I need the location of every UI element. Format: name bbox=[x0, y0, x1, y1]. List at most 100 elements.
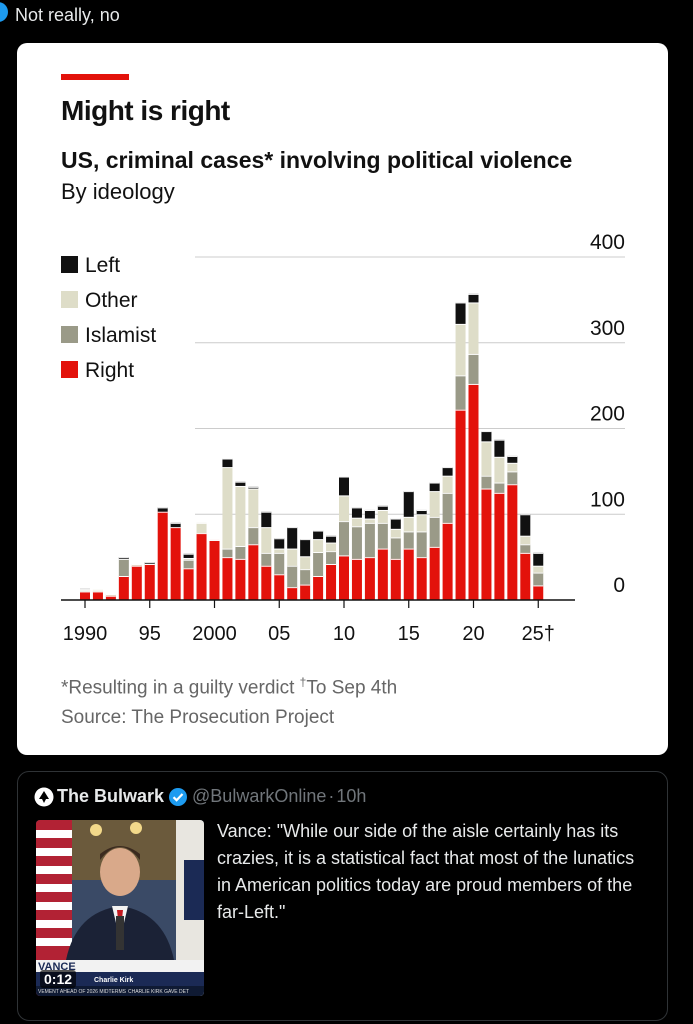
bar-left bbox=[364, 509, 375, 519]
bar-segment-edge bbox=[390, 518, 401, 520]
bar-segment-edge bbox=[261, 552, 272, 554]
bar-right bbox=[196, 533, 207, 600]
bar-segment-edge bbox=[144, 563, 155, 565]
bar-segment-edge bbox=[235, 485, 246, 487]
bar-right bbox=[429, 546, 440, 600]
bar-right bbox=[274, 574, 285, 600]
bar-other bbox=[403, 516, 414, 532]
bar-right bbox=[481, 488, 492, 600]
tweet-account-name[interactable]: The Bulwark bbox=[57, 786, 165, 806]
bar-other bbox=[481, 441, 492, 476]
bar-islamist bbox=[507, 471, 518, 485]
bar-segment-edge bbox=[209, 539, 220, 541]
bar-segment-edge bbox=[403, 491, 414, 493]
footnote-main: *Resulting in a guilty verdict bbox=[61, 677, 300, 699]
bar-segment-edge bbox=[442, 475, 453, 477]
bar-right bbox=[390, 558, 401, 600]
bar-segment-edge bbox=[390, 537, 401, 539]
bar-other bbox=[248, 488, 259, 528]
bar-segment-edge bbox=[313, 551, 324, 553]
bar-segment-edge bbox=[339, 555, 349, 557]
video-thumbnail[interactable]: VANCE Charlie Kirk VEMENT AHEAD OF 2026 … bbox=[36, 820, 204, 996]
bar-segment-edge bbox=[455, 375, 466, 377]
legend-swatch-left bbox=[61, 256, 78, 273]
bar-left bbox=[533, 552, 544, 566]
bar-islamist bbox=[377, 522, 388, 549]
x-tick-label: 2000 bbox=[192, 623, 237, 645]
bar-left bbox=[339, 476, 349, 496]
video-duration: 0:12 bbox=[40, 970, 77, 988]
article-image-card[interactable]: Might is right US, criminal cases* invol… bbox=[17, 43, 668, 755]
bar-segment-edge bbox=[468, 293, 479, 295]
brand-red-bar bbox=[61, 74, 129, 80]
bar-islamist bbox=[222, 548, 233, 558]
y-tick-label: 0 bbox=[613, 574, 625, 597]
bar-segment-edge bbox=[339, 521, 349, 523]
bar-other bbox=[326, 542, 337, 552]
bar-segment-edge bbox=[248, 488, 259, 490]
bar-right bbox=[339, 555, 349, 600]
bar-segment-edge bbox=[481, 441, 492, 443]
bar-segment-edge bbox=[507, 484, 518, 486]
bar-segment-edge bbox=[287, 587, 298, 589]
bar-segment-edge bbox=[429, 491, 440, 493]
bar-segment-edge bbox=[326, 551, 337, 553]
bar-right bbox=[533, 585, 544, 600]
bar-segment-edge bbox=[351, 507, 362, 509]
bar-islamist bbox=[118, 558, 129, 576]
bar-segment-edge bbox=[261, 511, 272, 513]
avatar[interactable] bbox=[0, 2, 8, 22]
x-tick-label: 05 bbox=[268, 623, 290, 645]
bar-right bbox=[131, 565, 142, 600]
x-tick-label: 25† bbox=[522, 623, 555, 645]
bar-segment-edge bbox=[533, 585, 544, 587]
bar-right bbox=[287, 587, 298, 600]
bar-segment-edge bbox=[118, 557, 129, 559]
tweet-timestamp[interactable]: 10h bbox=[336, 786, 367, 806]
chart-source: Source: The Prosecution Project bbox=[61, 707, 335, 728]
bar-left bbox=[390, 518, 401, 529]
tweet-header: The Bulwark @BulwarkOnline · 10h bbox=[34, 786, 366, 807]
bar-other bbox=[533, 565, 544, 573]
y-tick-label: 100 bbox=[590, 488, 625, 511]
bar-segment-edge bbox=[235, 481, 246, 483]
bar-segment-edge bbox=[403, 531, 414, 533]
bar-left bbox=[170, 522, 181, 528]
bar-segment-edge bbox=[105, 595, 116, 597]
bar-segment-edge bbox=[92, 591, 103, 593]
bar-left bbox=[183, 553, 194, 558]
bar-segment-edge bbox=[442, 467, 453, 469]
bar-segment-edge bbox=[468, 353, 479, 355]
legend-label-other: Other bbox=[85, 289, 138, 312]
bar-segment-edge bbox=[326, 542, 337, 544]
bar-segment-edge bbox=[183, 557, 194, 559]
legend-label-left: Left bbox=[85, 254, 120, 277]
bar-left bbox=[468, 293, 479, 303]
bar-right bbox=[105, 595, 116, 600]
quoted-tweet[interactable]: The Bulwark @BulwarkOnline · 10h bbox=[17, 771, 668, 1021]
bar-other bbox=[390, 528, 401, 538]
bar-islamist bbox=[494, 482, 505, 493]
bar-other bbox=[455, 323, 466, 376]
bar-right bbox=[248, 544, 259, 600]
bar-right bbox=[235, 558, 246, 600]
bar-segment-edge bbox=[313, 575, 324, 577]
tweet-handle[interactable]: @BulwarkOnline bbox=[192, 786, 327, 806]
bar-islamist bbox=[313, 551, 324, 576]
bar-other bbox=[416, 514, 427, 532]
bar-right bbox=[300, 584, 311, 600]
x-tick-label: 95 bbox=[139, 623, 161, 645]
bar-islamist bbox=[520, 544, 531, 553]
bar-segment-edge bbox=[455, 409, 466, 411]
bar-right bbox=[118, 575, 129, 600]
bar-right bbox=[157, 511, 168, 600]
bar-islamist bbox=[429, 516, 440, 547]
bar-other bbox=[222, 467, 233, 549]
bar-segment-edge bbox=[261, 565, 272, 567]
bar-segment-edge bbox=[468, 383, 479, 385]
bar-right bbox=[520, 552, 531, 600]
bar-segment-edge bbox=[300, 539, 311, 541]
bar-segment-edge bbox=[481, 431, 492, 433]
bar-segment-edge bbox=[92, 589, 103, 591]
bar-segment-edge bbox=[416, 509, 427, 511]
